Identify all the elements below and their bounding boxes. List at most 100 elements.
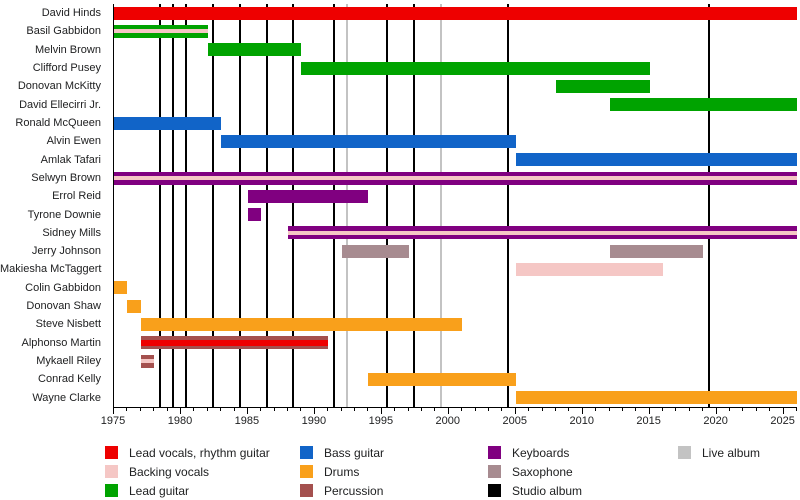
minor-tick xyxy=(407,408,409,411)
minor-tick xyxy=(528,408,530,411)
tenure-bar xyxy=(114,116,222,130)
member-label: Makiesha McTaggert xyxy=(0,263,102,276)
legend-item-live-album: Live album xyxy=(678,444,760,460)
tenure-bar xyxy=(114,281,128,295)
tenure-bar xyxy=(114,171,797,185)
studio-album-line xyxy=(292,4,295,407)
member-label: Wayne Clarke xyxy=(32,391,101,404)
member-label: Clifford Pusey xyxy=(32,61,101,74)
role-stripe xyxy=(114,29,208,34)
major-tick xyxy=(514,408,516,414)
tick-label: 2020 xyxy=(703,415,728,427)
legend-label: Keyboards xyxy=(512,445,570,460)
tick-label: 2010 xyxy=(569,415,594,427)
legend-label: Backing vocals xyxy=(129,464,210,479)
tick-label: 2005 xyxy=(502,415,528,427)
role-stripe xyxy=(114,176,797,181)
major-tick xyxy=(782,408,784,414)
tenure-bar xyxy=(609,244,704,258)
member-label: Basil Gabbidon xyxy=(26,25,101,38)
tenure-bar xyxy=(515,263,664,277)
major-tick xyxy=(380,408,382,414)
tick-label: 1980 xyxy=(167,415,193,427)
minor-tick xyxy=(260,408,262,411)
member-label: Jerry Johnson xyxy=(31,245,101,258)
legend-item-saxophone: Saxophone xyxy=(488,463,573,479)
studio-album-line xyxy=(506,4,509,407)
legend-label: Bass guitar xyxy=(324,445,385,460)
studio-album-line xyxy=(265,4,268,407)
studio-album-line xyxy=(158,4,161,407)
member-label: Steve Nisbett xyxy=(35,318,101,331)
legend-item-backing-vocals: Backing vocals xyxy=(105,463,210,479)
tenure-bar xyxy=(288,226,797,240)
legend: Lead vocals, rhythm guitar Backing vocals… xyxy=(0,444,800,500)
minor-tick xyxy=(595,408,597,411)
major-tick xyxy=(246,408,248,414)
tenure-bar xyxy=(114,6,797,20)
legend-swatch-percussion xyxy=(300,484,313,498)
studio-album-line xyxy=(238,4,241,407)
tenure-bar xyxy=(368,373,516,387)
legend-item-drums: Drums xyxy=(300,463,359,479)
tenure-bar xyxy=(114,24,208,38)
tenure-bar xyxy=(515,391,797,405)
minor-tick xyxy=(568,408,570,411)
studio-album-line xyxy=(707,4,710,407)
minor-tick xyxy=(755,408,757,411)
major-tick xyxy=(313,408,315,414)
legend-swatch-drums xyxy=(300,465,313,479)
member-label: Alvin Ewen xyxy=(46,135,101,148)
legend-item-studio-album: Studio album xyxy=(488,482,582,498)
major-tick xyxy=(113,408,114,414)
minor-tick xyxy=(688,408,690,411)
member-label: Alphonso Martin xyxy=(21,336,102,349)
member-label: David Ellecirri Jr. xyxy=(19,98,101,111)
member-label: Donovan McKitty xyxy=(17,80,101,93)
member-label: Ronald McQueen xyxy=(15,116,101,129)
minor-tick xyxy=(474,408,476,411)
minor-tick xyxy=(166,408,168,411)
minor-tick xyxy=(541,408,543,411)
tenure-bar xyxy=(207,43,302,57)
studio-album-line xyxy=(386,4,389,407)
minor-tick xyxy=(340,408,342,411)
legend-swatch-lead-vocals xyxy=(105,446,118,460)
tick-label: 1975 xyxy=(100,415,126,427)
legend-label: Saxophone xyxy=(512,464,573,479)
minor-tick xyxy=(153,408,155,411)
minor-tick xyxy=(729,408,731,411)
member-label: Tyrone Downie xyxy=(27,208,101,221)
minor-tick xyxy=(126,408,128,411)
major-tick xyxy=(648,408,650,414)
tenure-bar xyxy=(555,79,650,93)
minor-tick xyxy=(501,408,503,411)
minor-tick xyxy=(220,408,222,411)
tenure-bar xyxy=(341,244,409,258)
tenure-bar xyxy=(247,208,262,222)
minor-tick xyxy=(421,408,423,411)
member-label: Errol Reid xyxy=(52,190,101,203)
tenure-bar xyxy=(140,354,155,368)
minor-tick xyxy=(621,408,623,411)
legend-item-lead-vocals: Lead vocals, rhythm guitar xyxy=(105,444,270,460)
member-label: Conrad Kelly xyxy=(38,373,101,386)
legend-swatch-keyboards xyxy=(488,446,501,460)
minor-tick xyxy=(742,408,744,411)
tick-label: 1985 xyxy=(234,415,260,427)
studio-album-line xyxy=(412,4,415,407)
live-album-line xyxy=(346,4,349,407)
minor-tick xyxy=(434,408,436,411)
minor-tick xyxy=(662,408,664,411)
x-axis: 1975 1980 1985 1990 1995 2000 2005 2010 2015 2020… xyxy=(101,408,797,432)
tick-label: 2015 xyxy=(636,415,661,427)
tenure-bar xyxy=(140,336,329,350)
legend-item-lead-guitar: Lead guitar xyxy=(105,482,189,498)
member-label: Amlak Tafari xyxy=(40,153,101,166)
live-album-line xyxy=(439,4,442,407)
tenure-bar xyxy=(515,153,797,167)
minor-tick xyxy=(702,408,704,411)
legend-swatch-live-album xyxy=(678,446,691,460)
minor-tick xyxy=(487,408,489,411)
